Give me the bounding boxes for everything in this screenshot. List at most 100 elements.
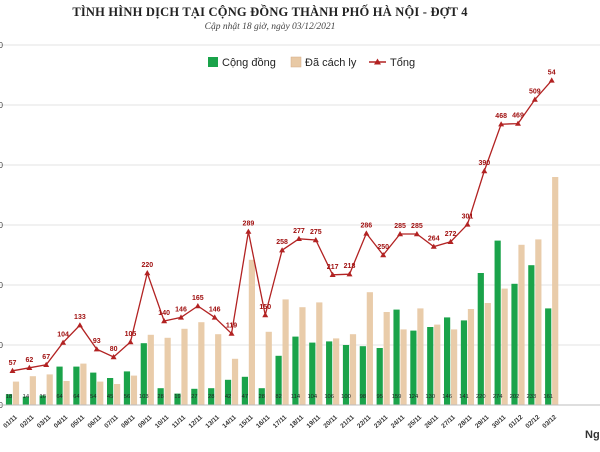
total-value-label: 217 [327,264,339,271]
bar-quarantined [383,312,390,405]
chart-title: TÌNH HÌNH DỊCH TẠI CỘNG ĐỒNG THÀNH PHỐ H… [72,5,468,19]
total-value-label: 62 [25,357,33,364]
chart-subtitle: Cập nhật 18 giờ, ngày 03/12/2021 [204,22,336,32]
bar-value-label: 98 [360,394,366,400]
x-tick-label: 21/11 [339,414,356,430]
bar-community [410,330,417,405]
total-point-marker [110,354,117,360]
bar-value-label: 14 [23,394,30,400]
bar-quarantined [349,334,357,405]
bar-community [511,283,518,405]
total-value-label: 277 [293,228,305,235]
total-value-label: 289 [243,221,255,228]
x-tick-label: 18/11 [289,414,306,430]
y-tick-label: 400 [0,161,4,170]
x-tick-label: 23/11 [373,414,390,430]
total-value-label: 285 [411,223,423,230]
bar-quarantined [181,328,188,405]
bar-community [427,327,434,405]
bar-quarantined [501,288,508,405]
total-value-label: 218 [344,263,356,270]
bar-quarantined [164,337,171,405]
y-tick-label: 200 [0,281,4,290]
bar-quarantined [80,363,87,405]
legend-marker-total [374,58,381,65]
bar-value-label: 42 [225,394,231,400]
bar-quarantined [552,177,559,405]
bar-value-label: 124 [409,394,419,400]
bar-community [444,317,451,405]
x-tick-label: 03/11 [36,414,53,430]
total-value-label: 146 [209,306,221,313]
bar-value-label: 54 [90,394,97,400]
total-point-marker [498,121,505,127]
bar-community [393,309,400,405]
bar-community [545,308,552,405]
x-tick-label: 02/12 [524,414,541,430]
x-tick-label: 28/11 [457,414,474,430]
bar-quarantined [282,299,289,405]
total-value-label: 133 [74,314,86,321]
bar-value-label: 114 [291,394,301,400]
bar-quarantined [231,358,239,405]
bar-community [359,346,366,405]
total-point-marker [26,364,33,370]
x-tick-label: 26/11 [423,414,440,430]
y-tick-label: 100 [0,341,4,350]
x-tick-label: 14/11 [221,414,238,430]
total-point-marker [127,339,134,345]
bar-community [494,240,501,405]
x-tick-label: 22/11 [356,414,373,430]
bar-community [258,388,265,405]
bar-quarantined [12,381,20,405]
bar-community [208,388,215,405]
bar-quarantined [198,322,205,405]
bar-quarantined [417,308,424,405]
bar-value-label: 64 [56,394,63,400]
legend-label-quarantined: Đã cách ly [305,57,357,69]
total-point-marker [161,318,168,324]
bar-value-label: 106 [324,394,334,400]
total-point-marker [531,96,538,102]
bar-value-label: 220 [476,394,486,400]
total-value-label: 275 [310,229,322,236]
bar-quarantined [535,239,542,405]
bar-value-label: 56 [124,394,130,400]
total-point-marker [178,314,184,320]
bar-community [123,371,131,405]
bar-quarantined [248,259,255,405]
total-value-label: 140 [158,310,170,317]
bar-community [376,348,383,405]
total-value-label: 93 [93,338,101,345]
total-value-label: 301 [462,213,474,220]
x-tick-label: 05/11 [70,414,87,430]
bar-value-label: 161 [543,394,553,400]
bar-community [528,265,535,405]
x-tick-label: 06/11 [86,414,103,430]
total-value-label: 468 [495,113,507,120]
bar-value-label: 64 [73,394,80,400]
x-tick-label: 13/11 [204,414,221,430]
bar-quarantined [434,324,441,405]
total-value-label: 80 [110,346,118,353]
total-point-marker [9,367,16,373]
bar-quarantined [29,376,36,405]
bar-community [39,395,46,405]
bar-value-label: 18 [6,394,12,400]
total-value-label: 250 [377,244,389,251]
total-point-marker [93,346,100,352]
bar-value-label: 16 [39,394,45,400]
bar-quarantined [114,384,121,405]
bar-value-label: 19 [174,394,180,400]
total-point-marker [329,271,336,277]
x-tick-label: 29/11 [474,414,491,430]
bar-community [90,372,97,405]
bar-community [477,273,484,405]
bar-value-label: 47 [242,394,248,400]
bar-quarantined [130,375,138,405]
gridlines [0,44,600,346]
total-point-marker [515,120,521,126]
x-tick-label: 25/11 [407,414,424,430]
bar-series [5,177,559,405]
x-tick-label: 04/11 [53,414,70,430]
